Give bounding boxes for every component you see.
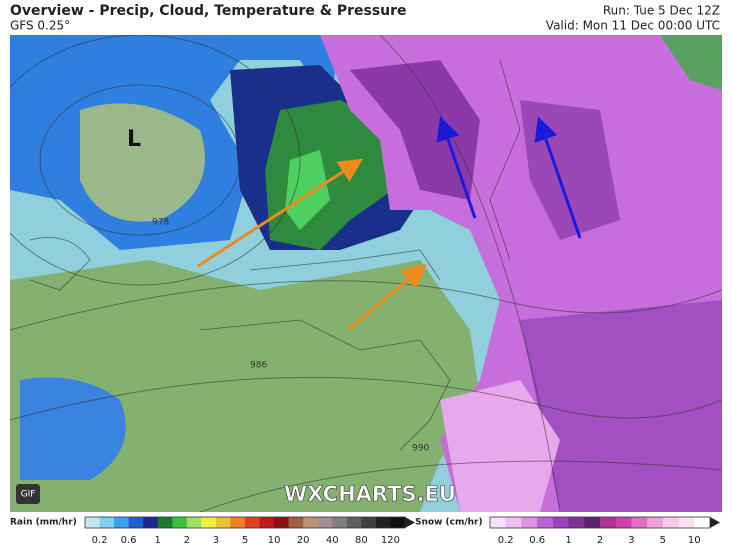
snow-legend-swatch (537, 517, 554, 528)
rain-legend-swatch (186, 517, 202, 528)
snow-legend-swatch (694, 517, 711, 528)
rain-legend: 0.2 0.6 1 2 3 5 10 20 40 80 120 (84, 516, 415, 546)
snow-legend-swatch (521, 517, 538, 528)
rain-legend-tick-label: 2 (184, 535, 190, 546)
rain-legend-tick-label: 5 (242, 535, 248, 546)
gif-button-label[interactable]: GIF (21, 490, 36, 500)
snow-legend-label: Snow (cm/hr) (415, 518, 483, 528)
arrow (197, 158, 364, 268)
snow-legend-swatch (662, 517, 680, 528)
title: Overview - Precip, Cloud, Temperature & … (10, 3, 407, 19)
rain-legend-swatch (215, 517, 231, 528)
snow-light (440, 380, 560, 512)
rain-legend-swatch (390, 517, 406, 528)
snow-legend-swatch (678, 517, 695, 528)
snow-legend-tick-label: 0.2 (498, 535, 514, 546)
snow-dark-3 (520, 300, 722, 512)
rain-legend-swatch (157, 517, 173, 528)
snow-dark (350, 60, 480, 200)
rain-legend-swatch (274, 517, 290, 528)
isobar-label: 978 (152, 218, 169, 228)
snow-legend-tick-label: 3 (628, 535, 634, 546)
rain-legend-swatch (375, 517, 391, 528)
map: L 978 986 990 WXCHARTS.EU GIF (10, 35, 722, 512)
rain-legend-label: Rain (mm/hr) (10, 518, 77, 528)
gif-button[interactable] (16, 484, 40, 504)
rain-legend-tick-label: 20 (297, 535, 310, 546)
low-label: L (127, 127, 141, 152)
valid: Valid: Mon 11 Dec 00:00 UTC (546, 19, 720, 33)
rain-legend-tick-label: 0.2 (92, 535, 108, 546)
snow-legend-swatch (631, 517, 648, 528)
arrow (436, 116, 477, 219)
isobar-label: 986 (250, 361, 267, 371)
run: Run: Tue 5 Dec 12Z (603, 4, 720, 18)
precip-blue-2 (20, 377, 126, 480)
rain-legend-tick-label: 120 (381, 535, 400, 546)
isobar-label: 990 (412, 444, 429, 454)
rain-legend-swatch (201, 517, 217, 528)
rain-legend-swatch (332, 517, 348, 528)
rain-legend-swatch (245, 517, 261, 528)
watermark: WXCHARTS.EU (284, 482, 456, 506)
cloud-area (80, 103, 205, 222)
rain-legend-swatch (128, 517, 144, 528)
snow-legend-swatch (615, 517, 632, 528)
snow-legend-tick-label: 0.6 (529, 535, 545, 546)
snow-legend-tick-label: 2 (597, 535, 603, 546)
snow-legend-swatch (505, 517, 522, 528)
rain-legend-swatch (303, 517, 319, 528)
rain-legend-arrow (405, 517, 415, 528)
snow-legend-swatch (600, 517, 617, 528)
rain-legend-swatch (85, 517, 101, 528)
rain-legend-tick-label: 80 (355, 535, 368, 546)
cloud-green (10, 260, 480, 512)
rain-legend-tick-label: 10 (268, 535, 281, 546)
rain-legend-swatch (143, 517, 159, 528)
snow-legend-tick-label: 5 (660, 535, 666, 546)
isobars (10, 35, 722, 512)
rain-legend-tick-label: 40 (326, 535, 339, 546)
snow-legend-swatch (490, 517, 507, 528)
snow-legend-swatch (568, 517, 585, 528)
rain-legend-tick-label: 0.6 (121, 535, 137, 546)
snow-legend-tick-label: 10 (688, 535, 701, 546)
rain-legend-swatch (259, 517, 275, 528)
rain-legend-swatch (288, 517, 304, 528)
snow-legend-swatch (584, 517, 601, 528)
snow-legend: 0.2 0.6 1 2 3 5 10 (489, 516, 720, 546)
cloud-ne (660, 35, 722, 90)
snow-legend-arrow (710, 517, 720, 528)
rain-legend-swatch (99, 517, 115, 528)
rain-legend-swatch (317, 517, 333, 528)
rain-legend-swatch (361, 517, 377, 528)
precip-light-green (285, 150, 330, 230)
borders (29, 59, 521, 451)
snow-legend-swatch (647, 517, 664, 528)
rain-legend-swatch (114, 517, 130, 528)
rain-legend-swatch (346, 517, 362, 528)
model: GFS 0.25° (10, 19, 70, 33)
arrow (534, 116, 582, 239)
rain-legend-tick-label: 1 (155, 535, 161, 546)
snow-legend-swatch (552, 517, 570, 528)
snow-legend-tick-label: 1 (565, 535, 571, 546)
arrow (347, 264, 427, 332)
rain-legend-tick-label: 3 (213, 535, 219, 546)
rain-legend-swatch (230, 517, 246, 528)
rain-legend-swatch (172, 517, 188, 528)
